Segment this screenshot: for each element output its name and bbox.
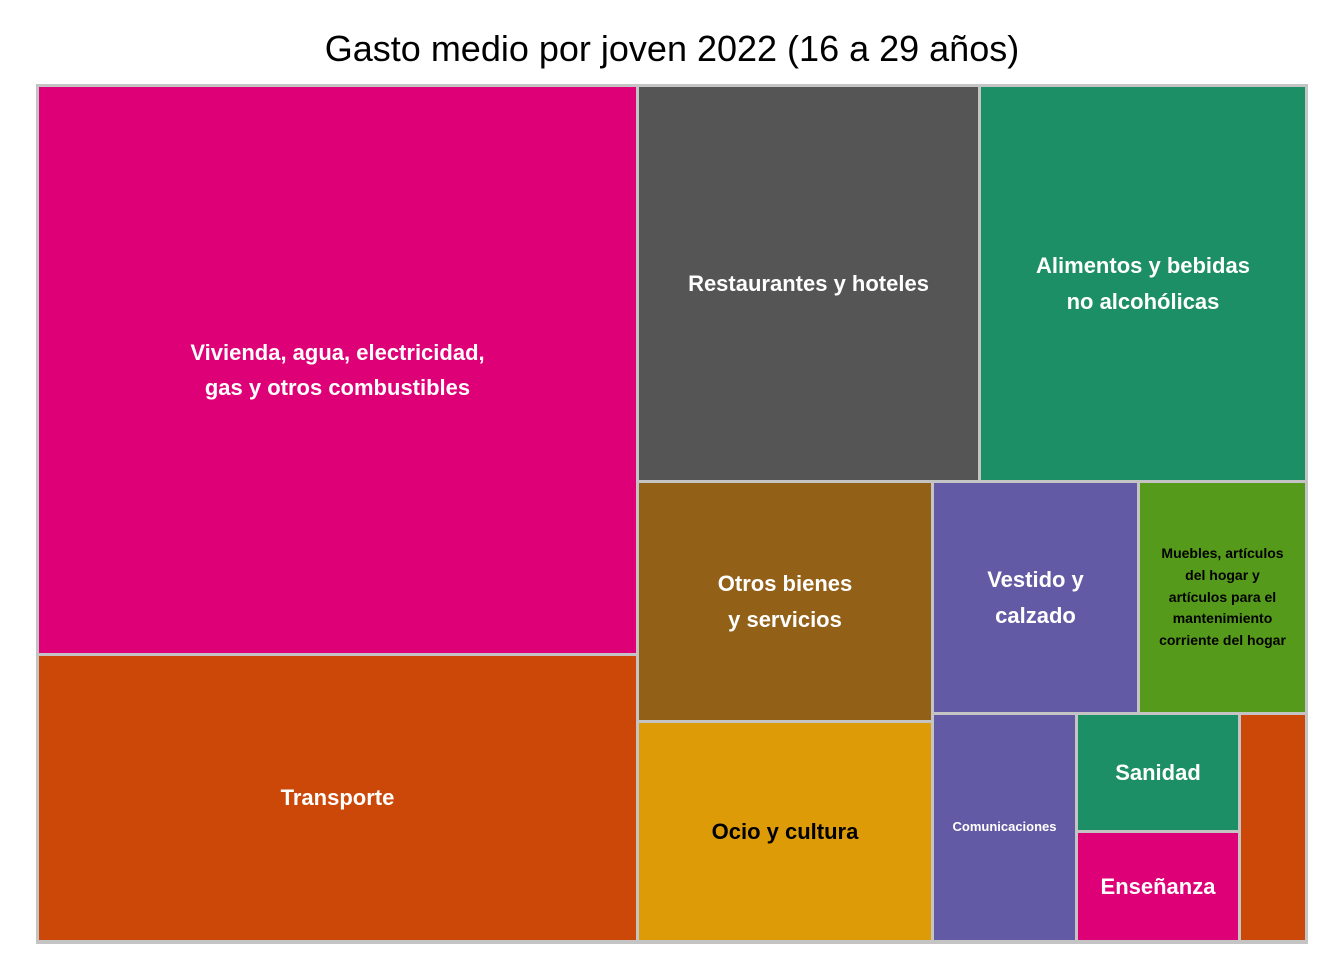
tile-label: Transporte bbox=[280, 785, 395, 811]
treemap-tile: Sanidad bbox=[1078, 715, 1238, 830]
treemap-tile: Comunicaciones bbox=[934, 715, 1075, 940]
chart-title: Gasto medio por joven 2022 (16 a 29 años… bbox=[324, 28, 1020, 69]
treemap-tile bbox=[1241, 715, 1305, 940]
treemap-tile: Transporte bbox=[39, 656, 636, 940]
treemap: Vivienda, agua, electricidad, gas y otro… bbox=[36, 84, 1308, 944]
treemap-tile: Vestido y calzado bbox=[934, 483, 1137, 712]
tile-label: Muebles, artículos del hogar y artículos… bbox=[1159, 545, 1286, 649]
tile-label: Vivienda, agua, electricidad, gas y otro… bbox=[190, 339, 485, 400]
tile-label: Enseñanza bbox=[1100, 873, 1216, 899]
tile-label: Alimentos y bebidas no alcohólicas bbox=[1036, 253, 1250, 314]
treemap-tile: Muebles, artículos del hogar y artículos… bbox=[1140, 483, 1305, 712]
treemap-tile: Restaurantes y hoteles bbox=[639, 87, 978, 480]
tile-label: Sanidad bbox=[1115, 759, 1201, 785]
treemap-tile: Ocio y cultura bbox=[639, 723, 931, 940]
tile-label: Restaurantes y hoteles bbox=[688, 270, 929, 296]
treemap-tile: Otros bienes y servicios bbox=[639, 483, 931, 720]
tile-label: Ocio y cultura bbox=[711, 818, 859, 844]
treemap-tile: Enseñanza bbox=[1078, 833, 1238, 940]
treemap-tile: Alimentos y bebidas no alcohólicas bbox=[981, 87, 1305, 480]
tile-label: Comunicaciones bbox=[952, 819, 1057, 835]
tile-label: Vestido y calzado bbox=[987, 567, 1084, 628]
tile-label: Otros bienes y servicios bbox=[717, 571, 853, 632]
treemap-tile: Vivienda, agua, electricidad, gas y otro… bbox=[39, 87, 636, 653]
